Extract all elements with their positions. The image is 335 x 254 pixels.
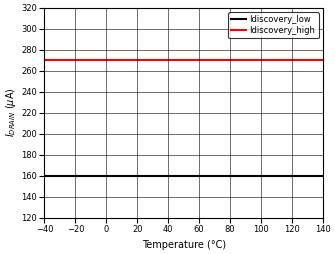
Legend: Idiscovery_low, Idiscovery_high: Idiscovery_low, Idiscovery_high [228, 12, 319, 38]
X-axis label: Temperature (°C): Temperature (°C) [142, 240, 226, 250]
Y-axis label: $I_{DRAIN}$ ($\mu$A): $I_{DRAIN}$ ($\mu$A) [4, 88, 18, 137]
